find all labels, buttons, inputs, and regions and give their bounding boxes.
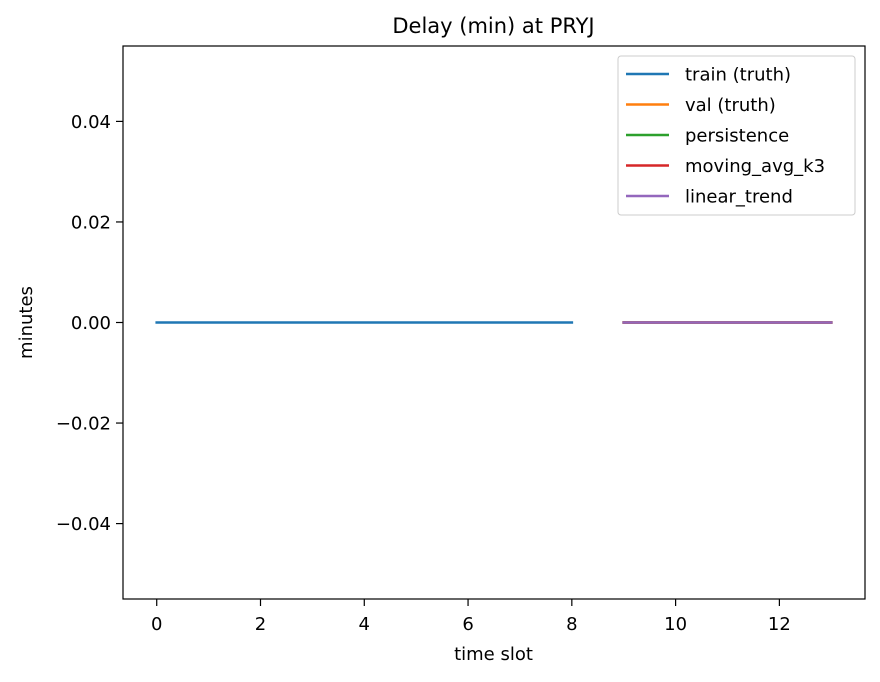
legend-label: linear_trend <box>685 187 793 208</box>
x-tick-label: 8 <box>566 614 577 635</box>
x-axis-ticks: 0 2 4 6 8 10 12 <box>151 599 791 635</box>
x-tick-label: 0 <box>151 614 162 635</box>
legend-label: train (truth) <box>685 65 791 86</box>
legend: train (truth) val (truth) persistence movin… <box>617 55 856 216</box>
y-axis-label: minutes <box>16 286 37 359</box>
y-tick-label: 0.02 <box>71 212 111 233</box>
x-tick-label: 2 <box>255 614 266 635</box>
x-tick-label: 10 <box>664 614 687 635</box>
legend-label: persistence <box>685 126 789 147</box>
legend-label: val (truth) <box>685 95 776 116</box>
x-tick-label: 12 <box>768 614 791 635</box>
x-tick-label: 4 <box>359 614 370 635</box>
legend-label: moving_avg_k3 <box>685 156 825 177</box>
chart-title: Delay (min) at PRYJ <box>392 14 594 38</box>
x-tick-label: 6 <box>462 614 473 635</box>
y-tick-label: −0.04 <box>56 514 111 535</box>
y-tick-label: 0.04 <box>71 112 111 133</box>
y-axis-ticks: −0.04 −0.02 0.00 0.02 0.04 <box>56 112 123 535</box>
y-tick-label: 0.00 <box>71 313 111 334</box>
legend-box <box>617 55 856 216</box>
legend-items: train (truth) val (truth) persistence movin… <box>626 65 825 208</box>
x-axis-label: time slot <box>454 644 533 665</box>
y-tick-label: −0.02 <box>56 414 111 435</box>
